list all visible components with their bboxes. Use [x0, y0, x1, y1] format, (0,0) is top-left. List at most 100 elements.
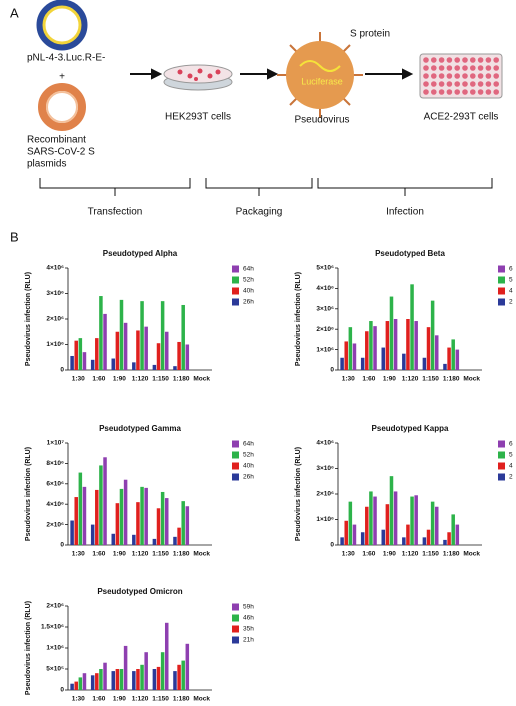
y-tick-label: 2×10⁶ — [46, 521, 64, 528]
x-tick-label: 1:150 — [422, 551, 439, 558]
bar — [124, 323, 128, 370]
legend-label: 26h — [243, 299, 254, 306]
y-tick-label: 4×10⁶ — [316, 285, 334, 292]
chart-title: Pseudotyped Beta — [375, 249, 445, 258]
x-tick-label: 1:150 — [152, 376, 169, 383]
bar — [361, 532, 365, 545]
y-tick-label: 0 — [60, 542, 64, 549]
y-tick-label: 2×10⁶ — [316, 491, 334, 498]
well — [423, 57, 429, 63]
plasmid-label: SARS-CoV-2 S — [27, 147, 95, 158]
bar — [456, 525, 460, 545]
bar — [353, 343, 357, 370]
well — [431, 89, 437, 95]
legend-label: 59h — [243, 604, 254, 611]
bar — [116, 503, 120, 545]
y-tick-label: 0 — [330, 542, 334, 549]
bar — [427, 327, 431, 370]
bar — [427, 530, 431, 545]
legend-swatch — [232, 441, 239, 448]
well — [478, 57, 484, 63]
bar — [153, 365, 157, 370]
x-tick-label: Mock — [463, 551, 480, 558]
well — [462, 65, 468, 71]
well — [431, 65, 437, 71]
x-tick-label: 1:180 — [173, 551, 190, 558]
bar — [116, 669, 120, 690]
well — [454, 73, 460, 79]
bar — [140, 301, 144, 370]
bar — [340, 537, 344, 545]
well — [423, 89, 429, 95]
bar — [112, 359, 116, 370]
bar — [349, 327, 353, 370]
bar — [95, 673, 99, 690]
bar — [435, 335, 439, 370]
bar — [394, 319, 398, 370]
bar — [402, 354, 406, 370]
well — [470, 81, 476, 87]
legend-label: 26h — [243, 474, 254, 481]
x-tick-label: 1:180 — [443, 376, 460, 383]
legend-label: 4 — [509, 288, 513, 295]
well — [447, 57, 453, 63]
legend-label: 4 — [509, 463, 513, 470]
bar — [153, 669, 157, 690]
bar — [74, 682, 78, 690]
well — [478, 81, 484, 87]
well — [439, 65, 445, 71]
legend-swatch — [498, 277, 505, 284]
well — [423, 73, 429, 79]
legend-swatch — [232, 637, 239, 644]
chart-title: Pseudotyped Kappa — [372, 424, 449, 433]
x-tick-label: 1:180 — [173, 376, 190, 383]
legend-label: 21h — [243, 637, 254, 644]
legend-swatch — [232, 452, 239, 459]
bar — [344, 341, 348, 370]
bar — [373, 326, 377, 370]
well — [447, 73, 453, 79]
bar — [382, 530, 386, 545]
legend-swatch — [498, 463, 505, 470]
virus-label: Pseudovirus — [294, 115, 349, 126]
bar — [365, 507, 369, 545]
bar — [451, 514, 455, 545]
bar — [161, 492, 165, 545]
x-tick-label: 1:30 — [342, 551, 355, 558]
legend-swatch — [498, 288, 505, 295]
virus-icon — [286, 41, 354, 109]
bar — [451, 339, 455, 370]
well — [447, 65, 453, 71]
bar — [443, 540, 447, 545]
x-tick-label: 1:120 — [402, 376, 419, 383]
well — [462, 57, 468, 63]
legend-label: 40h — [243, 288, 254, 295]
legend-swatch — [232, 474, 239, 481]
brackets — [40, 178, 492, 196]
x-tick-label: 1:30 — [72, 551, 85, 558]
y-axis-title: Pseudovirus infection (RLU) — [25, 601, 32, 695]
y-tick-label: 6×10⁶ — [46, 481, 64, 488]
legend-label: 6 — [509, 441, 513, 448]
legend-label: 5 — [509, 277, 513, 284]
y-tick-label: 3×10⁶ — [316, 465, 334, 472]
bar — [165, 623, 169, 690]
well — [493, 57, 499, 63]
bar — [157, 667, 161, 690]
legend-label: 46h — [243, 615, 254, 622]
bar — [173, 366, 177, 370]
x-tick-label: 1:150 — [152, 696, 169, 703]
well — [431, 73, 437, 79]
bar — [423, 358, 427, 370]
bar — [382, 348, 386, 370]
well — [486, 57, 492, 63]
legend-swatch — [232, 615, 239, 622]
bar — [186, 506, 190, 545]
bar — [79, 473, 83, 545]
bar — [83, 487, 87, 545]
bar — [186, 644, 190, 690]
panel-label: B — [10, 229, 19, 244]
legend-label: 2 — [509, 474, 513, 481]
bar — [406, 525, 410, 545]
bar — [447, 532, 451, 545]
